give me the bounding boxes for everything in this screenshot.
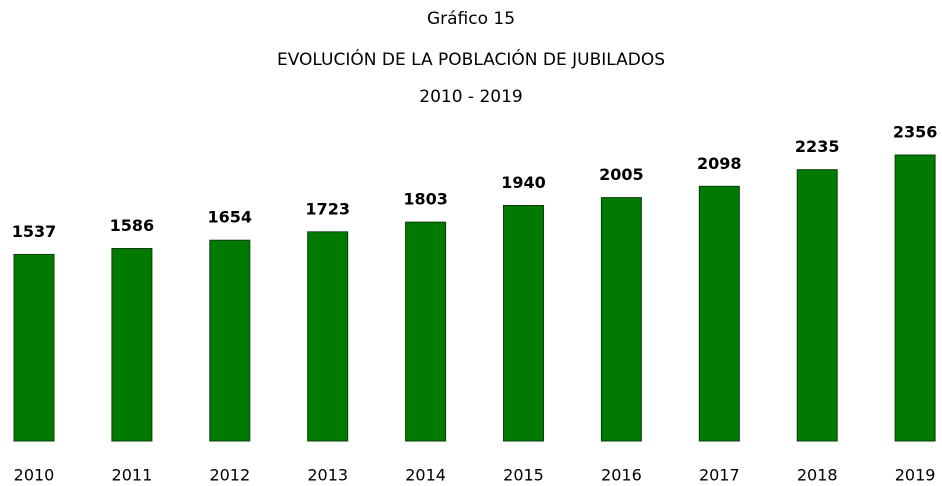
x-tick-label: 2015	[503, 466, 544, 485]
x-tick-label: 2011	[112, 466, 153, 485]
bar	[796, 169, 838, 442]
chart-title: EVOLUCIÓN DE LA POBLACIÓN DE JUBILADOS	[277, 48, 665, 70]
x-tick-label: 2019	[895, 466, 936, 485]
x-tick-label: 2017	[699, 466, 740, 485]
value-label: 2235	[795, 137, 840, 156]
bar	[307, 231, 349, 442]
value-label: 2098	[697, 154, 742, 173]
value-label: 1586	[110, 216, 155, 235]
value-label: 1940	[501, 173, 546, 192]
x-tick-label: 2018	[797, 466, 838, 485]
bar	[600, 197, 642, 442]
bar	[405, 221, 447, 442]
x-tick-label: 2010	[14, 466, 55, 485]
bar	[13, 253, 55, 442]
x-tick-label: 2012	[209, 466, 250, 485]
value-label: 2356	[893, 123, 938, 142]
chart-subtitle: 2010 - 2019	[419, 87, 522, 107]
bar	[209, 239, 251, 442]
x-tick-label: 2014	[405, 466, 446, 485]
value-label: 2005	[599, 165, 644, 184]
value-label: 1537	[12, 222, 57, 241]
value-label: 1654	[208, 208, 253, 227]
bar	[503, 204, 544, 442]
value-label: 1723	[305, 199, 350, 218]
x-tick-label: 2013	[307, 466, 348, 485]
figure-label: Gráfico 15	[427, 9, 515, 29]
bar	[698, 185, 740, 442]
x-tick-label: 2016	[601, 466, 642, 485]
bar	[894, 154, 936, 442]
value-label: 1803	[403, 190, 448, 209]
bar	[111, 247, 153, 442]
